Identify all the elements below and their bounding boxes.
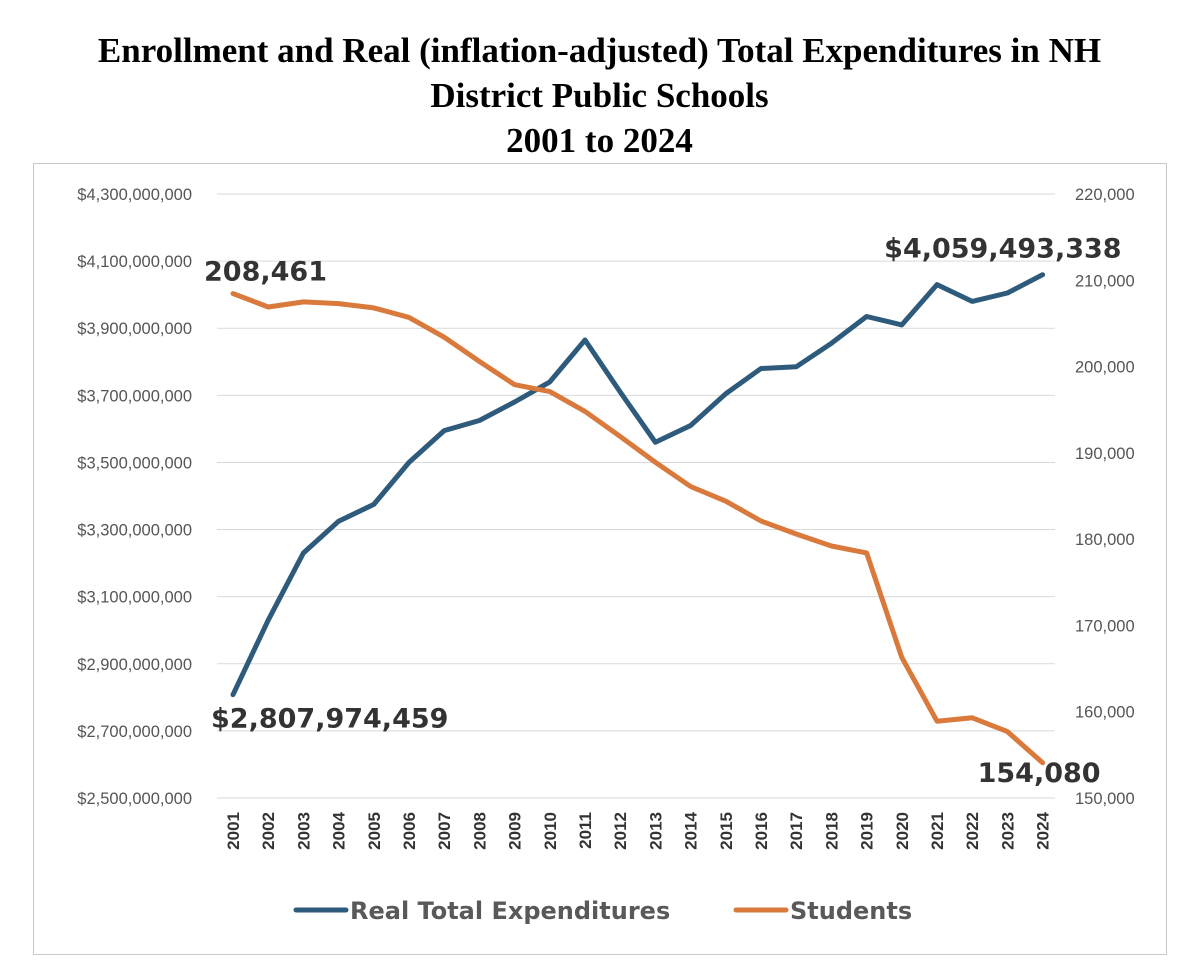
x-tick-label: 2018 <box>822 812 841 850</box>
y-left-tick-label: $3,900,000,000 <box>77 320 192 338</box>
x-tick-label: 2010 <box>541 812 560 850</box>
y-left-tick-label: $3,700,000,000 <box>77 387 192 405</box>
x-tick-label: 2014 <box>682 811 701 849</box>
x-tick-label: 2009 <box>506 812 525 850</box>
x-tick-label: 2016 <box>752 812 771 850</box>
x-tick-label: 2021 <box>928 812 947 850</box>
x-tick-label: 2005 <box>365 812 384 850</box>
x-tick-label: 2015 <box>717 812 736 850</box>
chart-plot: $2,500,000,000 $2,700,000,000 $2,900,000,0… <box>77 186 1135 925</box>
x-tick-label: 2004 <box>330 811 349 849</box>
y-right-tick-label: 150,000 <box>1075 790 1135 808</box>
chart-title-line-3: 2001 to 2024 <box>506 121 693 160</box>
data-label: $2,807,974,459 <box>211 704 448 735</box>
y-left-tick-label: $3,300,000,000 <box>77 522 192 540</box>
legend-label-real-total-expenditures: Real Total Expenditures <box>350 897 670 925</box>
data-label: $4,059,493,338 <box>884 234 1121 265</box>
y-left-tick-label: $4,100,000,000 <box>77 253 192 271</box>
x-tick-label: 2011 <box>576 812 595 849</box>
y-left-tick-label: $3,500,000,000 <box>77 454 192 472</box>
x-tick-label: 2013 <box>646 812 665 850</box>
chart-title: Enrollment and Real (inflation-adjusted)… <box>0 28 1199 163</box>
y-left-tick-label: $2,900,000,000 <box>77 656 192 674</box>
chart-frame: $2,500,000,000 $2,700,000,000 $2,900,000,0… <box>33 163 1167 955</box>
x-tick-label: 2006 <box>400 812 419 850</box>
y-right-tick-label: 170,000 <box>1075 617 1135 635</box>
x-tick-label: 2002 <box>259 812 278 850</box>
data-label: 154,080 <box>978 758 1101 789</box>
x-tick-label: 2017 <box>787 812 806 850</box>
x-tick-label: 2012 <box>611 812 630 850</box>
y-left-tick-label: $2,500,000,000 <box>77 790 192 808</box>
chart-title-line-1: Enrollment and Real (inflation-adjusted)… <box>97 31 1102 70</box>
y-left-tick-label: $3,100,000,000 <box>77 589 192 607</box>
y-right-tick-label: 200,000 <box>1075 359 1135 377</box>
y-right-tick-label: 180,000 <box>1075 531 1135 549</box>
series-line-real-total-expenditures <box>230 272 1046 698</box>
y-right-tick-label: 210,000 <box>1075 272 1135 290</box>
data-label: 208,461 <box>204 257 327 288</box>
y-right-tick-label: 220,000 <box>1075 186 1135 204</box>
x-tick-label: 2020 <box>893 812 912 850</box>
legend-label-students: Students <box>790 897 912 925</box>
x-tick-label: 2003 <box>294 812 313 850</box>
x-tick-label: 2024 <box>1034 811 1053 849</box>
y-left-tick-label: $2,700,000,000 <box>77 723 192 741</box>
y-right-tick-label: 160,000 <box>1075 704 1135 722</box>
y-right-tick-label: 190,000 <box>1075 445 1135 463</box>
x-tick-label: 2008 <box>470 812 489 850</box>
x-tick-label: 2019 <box>858 812 877 850</box>
x-tick-label: 2001 <box>224 812 243 850</box>
y-left-tick-label: $4,300,000,000 <box>77 186 192 204</box>
x-tick-label: 2022 <box>963 812 982 850</box>
x-tick-label: 2023 <box>998 812 1017 850</box>
chart-title-line-2: District Public Schools <box>430 76 769 115</box>
series-line-students <box>230 291 1046 766</box>
x-tick-label: 2007 <box>435 812 454 850</box>
